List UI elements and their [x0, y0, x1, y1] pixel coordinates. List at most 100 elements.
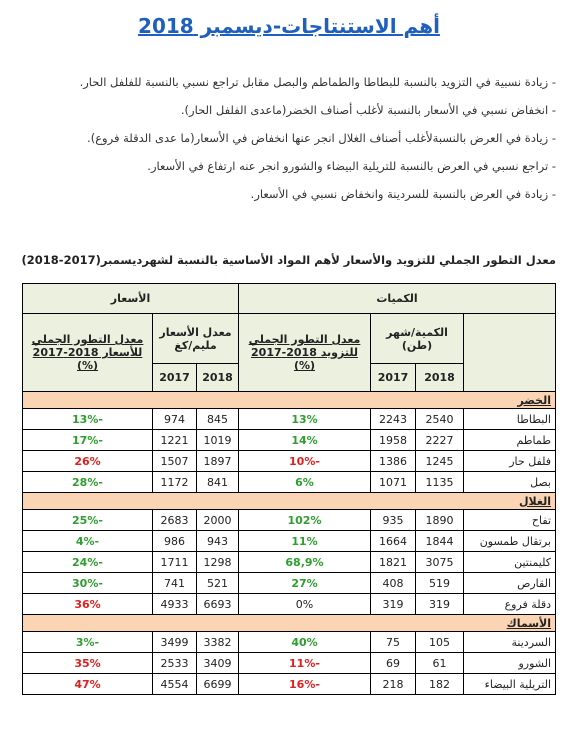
- value-cell: 218: [370, 673, 416, 695]
- header-cell: الكمية/شهر (طن): [370, 313, 464, 364]
- header-cell: [463, 313, 556, 392]
- header-text: (طن): [401, 338, 433, 352]
- value-cell: 2683: [152, 509, 197, 531]
- value-cell: 26%: [22, 450, 153, 472]
- value-cell: 1890: [415, 509, 464, 531]
- value-cell: 1071: [370, 471, 416, 493]
- product-cell: البطاطا: [463, 408, 556, 430]
- value-cell: -4%: [22, 530, 153, 552]
- value-cell: 3409: [196, 652, 239, 674]
- value-cell: 1386: [370, 450, 416, 472]
- value-cell: 40%: [238, 631, 371, 653]
- data-row: برتقال طمسون 1844 1664 11% 943 986 -4%: [22, 530, 556, 552]
- value-cell: 974: [152, 408, 197, 430]
- year-cell: 2017: [370, 363, 416, 392]
- data-row: بصل 1135 1071 6% 841 1172 -28%: [22, 471, 556, 493]
- value-cell: 1135: [415, 471, 464, 493]
- value-cell: 2227: [415, 429, 464, 451]
- value-cell: 182: [415, 673, 464, 695]
- value-cell: 1298: [196, 551, 239, 573]
- header-text: الكمية/شهر: [386, 325, 448, 339]
- value-cell: 1821: [370, 551, 416, 573]
- value-cell: 2243: [370, 408, 416, 430]
- value-cell: 841: [196, 471, 239, 493]
- value-cell: 319: [415, 593, 464, 615]
- header-row: الكميات الأسعار: [22, 283, 556, 314]
- value-cell: 102%: [238, 509, 371, 531]
- value-cell: 1245: [415, 450, 464, 472]
- table-title: معدل التطور الجملي للتزويد والأسعار لأهم…: [21, 253, 557, 267]
- value-cell: 68,9%: [238, 551, 371, 573]
- bullet-list: - زيادة نسبية في التزويد بالنسبة للبطاطا…: [20, 74, 556, 214]
- bullet: - تراجع نسبي في العرض بالنسبة للتريلية ا…: [147, 159, 556, 173]
- header-row: 2018 2017 2018 2017: [23, 363, 556, 392]
- value-cell: 521: [196, 572, 239, 594]
- value-cell: -16%: [238, 673, 371, 695]
- value-cell: 1664: [370, 530, 416, 552]
- bullet: - زيادة نسبية في التزويد بالنسبة للبطاطا…: [79, 75, 556, 89]
- product-cell: طماطم: [463, 429, 556, 451]
- value-cell: -11%: [238, 652, 371, 674]
- value-cell: 3382: [196, 631, 239, 653]
- header-cell: معدل التطور الجملي للأسعار 2018-2017 (%): [22, 313, 153, 392]
- value-cell: 36%: [22, 593, 153, 615]
- value-cell: 13%: [238, 408, 371, 430]
- data-row: السردينة 105 75 40% 3382 3499 -3%: [22, 631, 556, 653]
- value-cell: 2533: [152, 652, 197, 674]
- value-cell: 69: [370, 652, 416, 674]
- group-name: الأسماك: [22, 614, 556, 632]
- value-cell: 4933: [152, 593, 197, 615]
- group-name: الخضر: [22, 391, 556, 409]
- value-cell: 1844: [415, 530, 464, 552]
- year-cell: 2018: [415, 363, 464, 392]
- group-row: الخضر: [22, 391, 556, 409]
- value-cell: 4554: [152, 673, 197, 695]
- data-row: الشورو 61 69 -11% 3409 2533 35%: [22, 652, 556, 674]
- title: أهم الاستنتاجات-ديسمبر 2018: [138, 14, 440, 38]
- value-cell: 3075: [415, 551, 464, 573]
- value-cell: 845: [196, 408, 239, 430]
- value-cell: 319: [370, 593, 416, 615]
- product-cell: السردينة: [463, 631, 556, 653]
- value-cell: 943: [196, 530, 239, 552]
- value-cell: 6693: [196, 593, 239, 615]
- product-cell: تفاح: [463, 509, 556, 531]
- value-cell: 1711: [152, 551, 197, 573]
- product-cell: القارص: [463, 572, 556, 594]
- product-cell: الشورو: [463, 652, 556, 674]
- value-cell: 3499: [152, 631, 197, 653]
- value-cell: 1958: [370, 429, 416, 451]
- value-cell: 61: [415, 652, 464, 674]
- bullet: - زيادة في العرض بالنسبةلأغلب أصناف الغل…: [87, 131, 556, 145]
- value-cell: -30%: [22, 572, 153, 594]
- value-cell: 27%: [238, 572, 371, 594]
- data-row: كليمنتين 3075 1821 68,9% 1298 1711 -24%: [22, 551, 556, 573]
- value-cell: 741: [152, 572, 197, 594]
- value-cell: 1897: [196, 450, 239, 472]
- header-text: مليم/كغ: [174, 338, 217, 352]
- group-name: الغلال: [22, 492, 556, 510]
- product-cell: كليمنتين: [463, 551, 556, 573]
- year-cell: 2018: [196, 363, 239, 392]
- value-cell: 6699: [196, 673, 239, 695]
- header-text: معدل الأسعار: [159, 325, 232, 339]
- value-cell: 14%: [238, 429, 371, 451]
- value-cell: 11%: [238, 530, 371, 552]
- value-cell: -13%: [22, 408, 153, 430]
- product-cell: التريلية البيضاء: [463, 673, 556, 695]
- group-row: الأسماك: [22, 614, 556, 632]
- data-row: دقلة فروع 319 319 0% 6693 4933 36%: [22, 593, 556, 615]
- data-table: الكميات الأسعار الكمية/شهر (طن) معدل التطور …: [22, 283, 556, 695]
- product-cell: دقلة فروع: [463, 593, 556, 615]
- value-cell: 1507: [152, 450, 197, 472]
- value-cell: -24%: [22, 551, 153, 573]
- value-cell: -10%: [238, 450, 371, 472]
- group-row: الغلال: [22, 492, 556, 510]
- value-cell: 1019: [196, 429, 239, 451]
- data-row: القارص 519 408 27% 521 741 -30%: [22, 572, 556, 594]
- data-row: تفاح 1890 935 102% 2000 2683 -25%: [22, 509, 556, 531]
- data-row: فلفل حار 1245 1386 -10% 1897 1507 26%: [22, 450, 556, 472]
- bullet: - انخفاض نسبي في الأسعار بالنسبة لأغلب أ…: [180, 103, 556, 117]
